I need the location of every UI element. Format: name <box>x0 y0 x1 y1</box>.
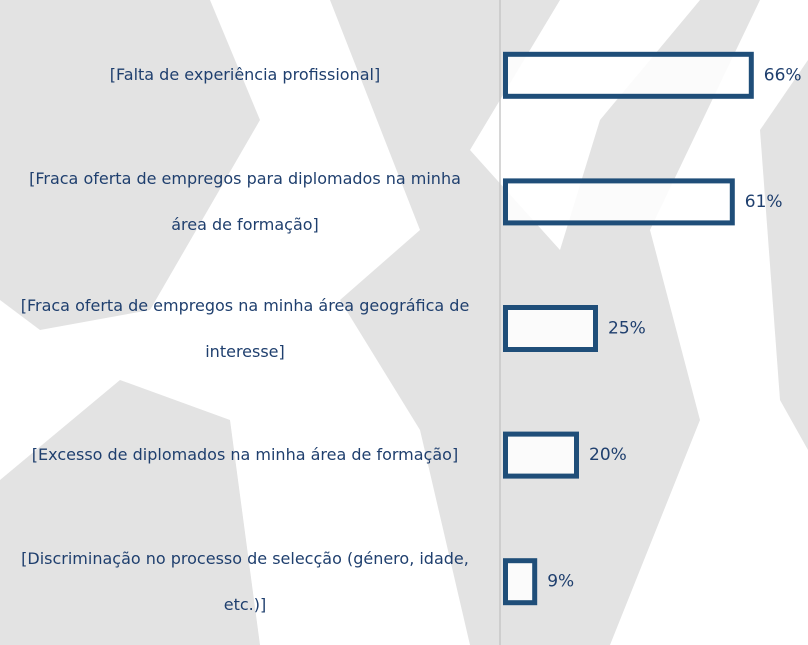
chart: 66% 61% 25% 20% 9% [Falta de experiência pro… <box>0 0 808 645</box>
value-label: 9% <box>547 572 574 592</box>
bar <box>506 561 535 603</box>
category-label: [Fraca oferta de empregos na minha área … <box>10 283 480 375</box>
category-label: [Falta de experiência profissional] <box>10 52 480 98</box>
bar <box>506 434 577 476</box>
bar <box>506 308 596 350</box>
category-label: [Excesso de diplomados na minha área de … <box>10 432 480 478</box>
bar <box>506 54 752 96</box>
category-label: [Discriminação no processo de selecção (… <box>10 536 480 628</box>
value-label: 25% <box>608 319 646 339</box>
value-label: 66% <box>764 65 802 85</box>
category-label: [Fraca oferta de empregos para diplomado… <box>10 156 480 248</box>
bar <box>506 181 733 223</box>
watermark-shape <box>760 60 808 450</box>
value-label: 20% <box>589 445 627 465</box>
value-label: 61% <box>745 192 783 212</box>
